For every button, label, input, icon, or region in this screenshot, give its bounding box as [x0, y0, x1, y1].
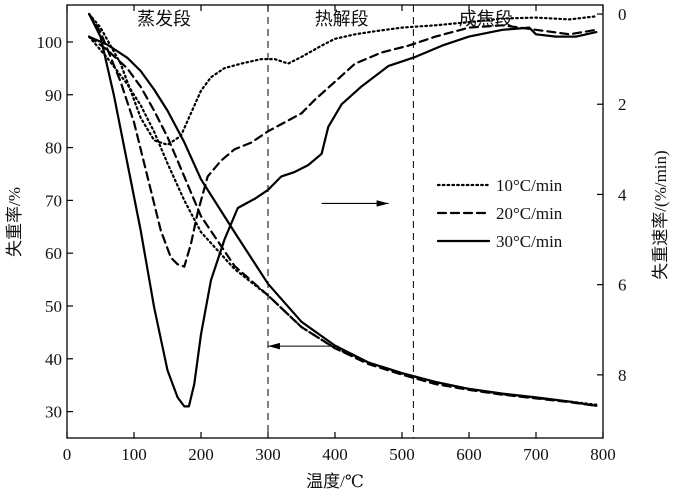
x-tick-label-200: 200 [188, 445, 214, 464]
stage-label-2: 热解段 [315, 9, 369, 29]
legend-label-20-c-min: 20°C/min [496, 204, 563, 223]
y-axis-title-right: 失重速率/(%/min) [651, 150, 670, 279]
stage-boundaries [267, 5, 414, 438]
series-layer [87, 12, 598, 408]
x-tick-label-600: 600 [456, 445, 482, 464]
dtg-series-10-c-min [87, 12, 598, 146]
x-tick-label-300: 300 [255, 445, 281, 464]
y-tick-label-left-40: 40 [45, 350, 62, 369]
arrow-head-2 [268, 342, 280, 350]
tg-series-30-c-min [87, 35, 598, 407]
x-axis-title: 温度/℃ [306, 472, 364, 491]
y-tick-label-left-70: 70 [45, 191, 62, 210]
y-tick-label-right-0: 0 [618, 5, 627, 24]
stage-label-layer: 蒸发段 热解段 成焦段 [137, 9, 513, 29]
y-tick-label-right-4: 4 [618, 185, 627, 204]
y-tick-label-left-100: 100 [37, 33, 63, 52]
x-tick-label-700: 700 [523, 445, 549, 464]
legend-label-30-c-min: 30°C/min [496, 232, 563, 251]
x-tick-label-500: 500 [389, 445, 415, 464]
y-tick-label-right-6: 6 [618, 276, 627, 295]
y-tick-label-right-8: 8 [618, 366, 627, 385]
stage-label-3: 成焦段 [459, 9, 513, 29]
y-tick-label-left-60: 60 [45, 244, 62, 263]
x-tick-label-0: 0 [63, 445, 72, 464]
y-tick-label-right-2: 2 [618, 95, 627, 114]
legend: 10°C/min 20°C/min 30°C/min [436, 176, 563, 251]
arrow-head-1 [376, 200, 389, 207]
legend-label-10-c-min: 10°C/min [496, 176, 563, 195]
dtg-series-20-c-min [87, 12, 598, 268]
arrow-layer [268, 200, 389, 350]
tick-label-layer: 0 100 200 300 400 500 600 700 800304050607080901… [37, 5, 628, 464]
y-tick-label-left-80: 80 [45, 139, 62, 158]
y-tick-label-left-90: 90 [45, 86, 62, 105]
stage-label-1: 蒸发段 [137, 9, 191, 29]
x-tick-label-100: 100 [121, 445, 147, 464]
dtg-series-30-c-min [87, 12, 598, 408]
x-tick-label-800: 800 [590, 445, 616, 464]
y-tick-label-left-30: 30 [45, 403, 62, 422]
x-tick-label-400: 400 [322, 445, 348, 464]
y-tick-label-left-50: 50 [45, 297, 62, 316]
tick-layer [66, 5, 604, 438]
y-axis-title-left: 失重率/% [5, 187, 24, 257]
